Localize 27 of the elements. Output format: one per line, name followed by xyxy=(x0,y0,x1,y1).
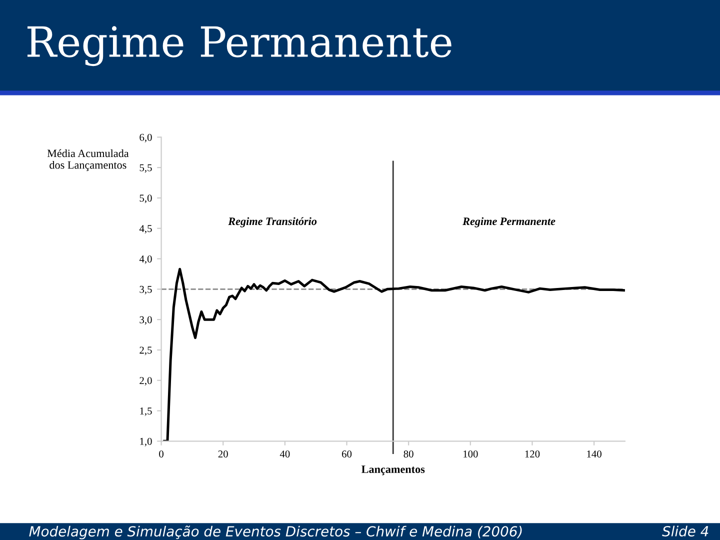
y-tick-label: 5,5 xyxy=(140,164,152,173)
y-tick-label: 3,0 xyxy=(140,316,152,325)
text: Modelagem e Simulação de Eventos Discretos – Chwif e Medina (2006) xyxy=(29,526,522,540)
y-tick-label: 2,5 xyxy=(140,346,152,356)
x-tick-label: 0 xyxy=(159,450,164,458)
y-tick-label: 4,0 xyxy=(139,255,152,264)
y-tick-label: 4,5 xyxy=(139,225,152,234)
annotation: Regime Permanente xyxy=(462,217,556,228)
text: Slide 4 xyxy=(662,526,708,536)
x-tick-label: 60 xyxy=(342,450,352,458)
y-axis-title: Média Acumulada dos Lançamentos xyxy=(47,149,129,172)
y-tick-label: 5,0 xyxy=(140,194,152,204)
y-tick-label: 1,0 xyxy=(140,438,152,446)
annotation: Regime Transitório xyxy=(228,217,317,228)
chart-title: Regime Permanente xyxy=(28,26,452,66)
x-axis-title: Lançamentos xyxy=(362,466,425,476)
x-tick-label: 100 xyxy=(464,450,478,458)
x-tick-label: 80 xyxy=(404,450,414,458)
line-series xyxy=(163,268,625,442)
y-tick-label: 6,0 xyxy=(140,134,152,142)
y-tick-label: 1,5 xyxy=(140,408,152,416)
x-tick-label: 120 xyxy=(525,450,540,458)
x-tick-label: 40 xyxy=(280,450,290,458)
x-tick-label: 140 xyxy=(587,450,602,458)
y-tick-label: 2,0 xyxy=(140,377,152,386)
y-tick-label: 3,5 xyxy=(140,286,152,294)
x-tick-label: 20 xyxy=(218,450,228,458)
